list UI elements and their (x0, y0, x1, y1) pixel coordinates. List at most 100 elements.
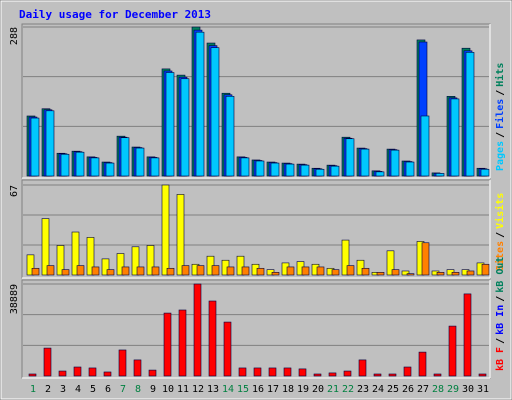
x-tick-label: 25 (387, 384, 399, 395)
bar (193, 283, 202, 377)
legend-separator: / (495, 132, 506, 138)
bar (330, 165, 340, 177)
bar (135, 147, 145, 177)
x-tick-label: 28 (432, 384, 444, 395)
bar (360, 148, 370, 177)
bar (345, 138, 355, 177)
bar (165, 72, 175, 177)
bar (433, 373, 442, 377)
bar (331, 269, 340, 276)
bar (238, 367, 247, 377)
x-tick-label: 9 (150, 384, 156, 395)
bar (46, 265, 55, 276)
bar (450, 98, 460, 177)
bar (286, 266, 295, 276)
legend-entry: Pages (495, 141, 506, 171)
legend-entry: Visits (494, 193, 506, 229)
bar (181, 265, 190, 276)
x-tick-label: 18 (282, 384, 294, 395)
bar (300, 164, 310, 177)
bar (285, 163, 295, 177)
bar (163, 312, 172, 377)
y-tick-label: 288 (9, 27, 20, 45)
bar (76, 265, 85, 276)
bar (75, 151, 85, 177)
bar (451, 272, 460, 276)
bar (343, 370, 352, 377)
chart-title: Daily usage for December 2013 (19, 8, 211, 21)
bar (150, 157, 160, 177)
bar (283, 367, 292, 377)
bar (465, 52, 475, 177)
bar (116, 253, 125, 276)
x-tick-label: 7 (120, 384, 126, 395)
bar (106, 269, 115, 276)
bar (346, 265, 355, 276)
bar (146, 245, 155, 276)
bar (223, 321, 232, 377)
legend: Sites / Visits (494, 193, 506, 271)
bar (176, 194, 185, 276)
bar (195, 31, 205, 177)
legend: kB F / kB In / kB Out (495, 257, 506, 371)
y-tick-label: 38889 (9, 284, 20, 314)
bar (466, 270, 475, 276)
bar (31, 267, 40, 276)
bar (30, 117, 40, 177)
bar (241, 266, 250, 276)
x-tick-label: 3 (60, 384, 66, 395)
bar (373, 373, 382, 377)
bar (301, 266, 310, 276)
x-tick-label: 23 (357, 384, 369, 395)
x-tick-label: 13 (207, 384, 219, 395)
bar (166, 267, 175, 276)
bar (86, 237, 95, 276)
bar (61, 269, 70, 276)
x-tick-label: 22 (342, 384, 354, 395)
bar (316, 266, 325, 276)
x-tick-label: 17 (267, 384, 279, 395)
bar (341, 239, 350, 276)
bar (240, 157, 250, 177)
bar (208, 300, 217, 377)
plot-area (21, 279, 491, 379)
bar (270, 162, 280, 177)
bar (178, 309, 187, 377)
legend: Pages / Files / Hits (494, 63, 506, 171)
bar (271, 272, 280, 276)
bar (386, 250, 395, 276)
bar (358, 359, 367, 377)
bar (148, 369, 157, 377)
bar (315, 168, 325, 177)
x-tick-label: 2 (45, 384, 51, 395)
bar (298, 368, 307, 377)
bar (121, 266, 130, 276)
bar (101, 258, 110, 276)
x-tick-label: 27 (417, 384, 429, 395)
bar (256, 267, 265, 276)
bar (448, 325, 457, 377)
legend-entry: kB F (495, 347, 506, 371)
bar (375, 171, 385, 177)
bar (481, 263, 490, 276)
x-tick-label: 26 (402, 384, 414, 395)
bar (136, 266, 145, 276)
bar (436, 272, 445, 276)
x-tick-label: 8 (135, 384, 141, 395)
bar (225, 96, 235, 177)
plot-area (21, 179, 491, 279)
bar (406, 273, 415, 276)
x-tick-label: 20 (312, 384, 324, 395)
legend-entry: Files (494, 99, 506, 129)
legend-entry: kB In (495, 305, 506, 335)
x-tick-label: 4 (75, 384, 81, 395)
bar (356, 259, 365, 276)
x-tick-label: 5 (90, 384, 96, 395)
bar (60, 153, 70, 177)
bar (388, 373, 397, 377)
bar (151, 266, 160, 276)
bar (420, 115, 430, 177)
bar (405, 161, 415, 177)
